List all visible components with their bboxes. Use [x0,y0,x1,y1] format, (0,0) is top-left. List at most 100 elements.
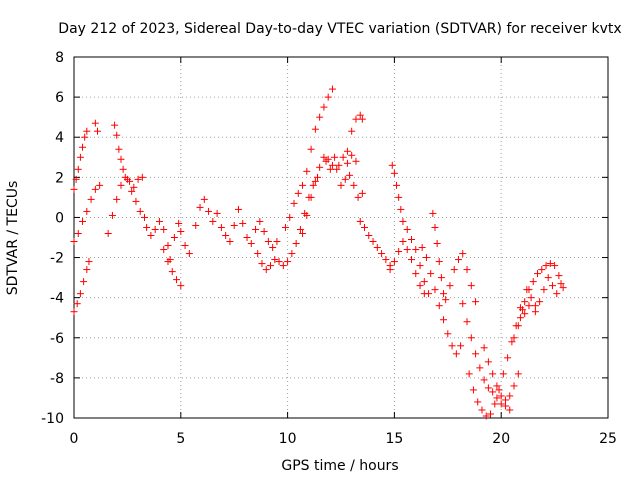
x-tick-label: 15 [385,431,403,447]
data-point [130,183,138,191]
y-tick-label: 8 [55,50,64,66]
data-point [480,376,488,384]
data-point [412,270,420,278]
data-point [185,250,193,258]
x-tick-label: 10 [279,431,297,447]
data-point [79,217,87,225]
data-point [328,85,336,93]
data-point [181,242,189,250]
data-point [431,286,439,294]
data-point [352,115,360,123]
data-point [420,290,428,298]
data-point [459,250,467,258]
data-point [290,199,298,207]
data-point [538,266,546,274]
data-point [467,282,475,290]
data-point [286,213,294,221]
data-point [516,314,524,322]
x-axis-label: GPS time / hours [281,458,398,474]
data-point [393,181,401,189]
data-point [493,382,501,390]
y-axis-label: SDTVAR / TECUs [5,181,21,296]
y-tick-label: 4 [55,130,64,146]
data-point [501,402,509,410]
y-tick-label: 6 [55,90,64,106]
data-point [226,238,234,246]
data-point [463,266,471,274]
data-point [324,93,332,101]
data-point [407,256,415,264]
data-point [73,300,81,308]
data-point [258,260,266,268]
data-point [292,240,300,248]
data-point [378,250,386,258]
x-tick-label: 0 [70,431,79,447]
data-point [307,193,315,201]
data-point [536,298,544,306]
data-point [247,240,255,248]
data-point [74,229,82,237]
data-point [299,229,307,237]
data-point [510,334,518,342]
data-point [467,334,475,342]
data-point [76,153,84,161]
data-point [474,398,482,406]
data-point [489,370,497,378]
data-point [83,207,91,215]
y-tick-label: 2 [55,170,64,186]
data-point [343,159,351,167]
data-point [143,223,151,231]
data-point [487,410,495,418]
data-point [83,266,91,274]
data-point [459,300,467,308]
data-point [252,225,260,233]
data-point [454,256,462,264]
data-point [365,231,373,239]
data-point [395,248,403,256]
data-point [209,217,217,225]
data-point [429,209,437,217]
y-tick-label: -2 [50,251,64,267]
data-point [96,181,104,189]
data-point [119,165,127,173]
data-point [352,157,360,165]
y-tick-label: -8 [50,371,64,387]
data-point [559,284,567,292]
data-point [497,400,505,408]
data-point [333,165,341,173]
data-point [322,157,330,165]
data-point [177,282,185,290]
data-point [296,225,304,233]
data-point [444,330,452,338]
data-point [111,121,119,129]
data-point [91,119,99,127]
data-point [200,195,208,203]
data-point [316,113,324,121]
data-point [399,217,407,225]
data-point [531,308,539,316]
data-point [540,286,548,294]
data-point [354,193,362,201]
data-point [356,111,364,119]
data-point [450,266,458,274]
data-point [390,169,398,177]
data-point [348,127,356,135]
data-point [234,205,242,213]
data-point [514,370,522,378]
data-point [294,189,302,197]
data-point [542,262,550,270]
data-point [472,298,480,306]
data-point [136,207,144,215]
data-point [230,221,238,229]
data-point [243,234,251,241]
data-point [76,290,84,298]
y-tick-label: -10 [41,411,64,427]
data-point [422,254,430,262]
data-point [128,187,136,195]
data-point [416,262,424,270]
data-point [495,386,503,394]
data-point [534,270,542,278]
data-point [177,227,185,235]
data-point [279,262,287,270]
